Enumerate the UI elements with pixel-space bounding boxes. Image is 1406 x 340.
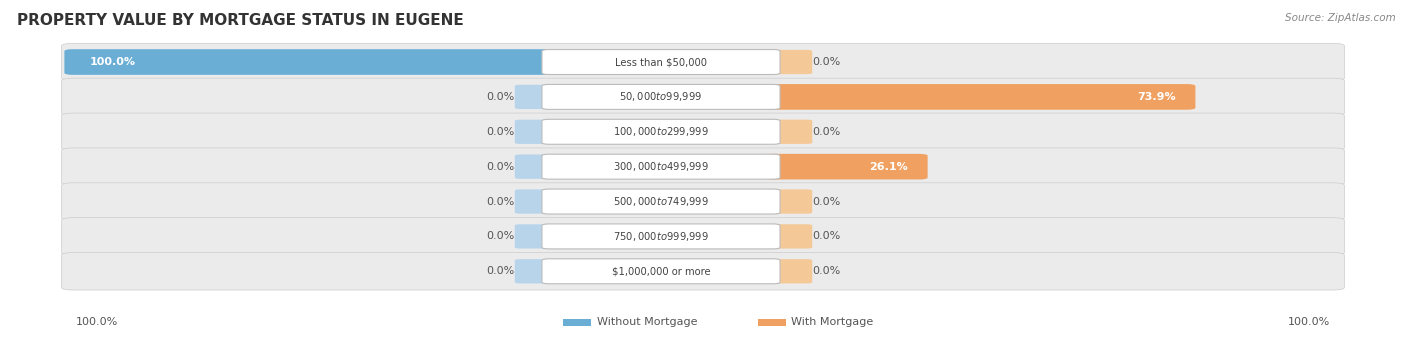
FancyBboxPatch shape [65,49,557,75]
FancyBboxPatch shape [768,189,813,214]
Text: 26.1%: 26.1% [869,162,908,172]
FancyBboxPatch shape [765,154,928,180]
FancyBboxPatch shape [768,120,813,144]
Text: 0.0%: 0.0% [813,266,841,276]
FancyBboxPatch shape [62,218,1344,255]
Text: 0.0%: 0.0% [486,92,515,102]
FancyBboxPatch shape [768,50,813,74]
Text: $500,000 to $749,999: $500,000 to $749,999 [613,195,709,208]
Text: 100.0%: 100.0% [90,57,135,67]
FancyBboxPatch shape [541,259,780,284]
FancyBboxPatch shape [758,319,786,325]
Text: Source: ZipAtlas.com: Source: ZipAtlas.com [1285,13,1396,23]
FancyBboxPatch shape [541,224,780,249]
Text: $750,000 to $999,999: $750,000 to $999,999 [613,230,709,243]
Text: 100.0%: 100.0% [76,317,118,327]
Text: Less than $50,000: Less than $50,000 [614,57,707,67]
Text: With Mortgage: With Mortgage [792,317,873,327]
FancyBboxPatch shape [62,253,1344,290]
Text: Without Mortgage: Without Mortgage [596,317,697,327]
FancyBboxPatch shape [765,84,1195,110]
FancyBboxPatch shape [541,50,780,74]
Text: 0.0%: 0.0% [813,127,841,137]
Text: $50,000 to $99,999: $50,000 to $99,999 [620,90,703,103]
FancyBboxPatch shape [62,113,1344,151]
Text: $1,000,000 or more: $1,000,000 or more [612,266,710,276]
FancyBboxPatch shape [515,154,554,179]
FancyBboxPatch shape [515,85,554,109]
FancyBboxPatch shape [541,189,780,214]
FancyBboxPatch shape [541,119,780,144]
Text: 0.0%: 0.0% [486,232,515,241]
FancyBboxPatch shape [62,148,1344,185]
Text: PROPERTY VALUE BY MORTGAGE STATUS IN EUGENE: PROPERTY VALUE BY MORTGAGE STATUS IN EUG… [17,13,464,28]
Text: 100.0%: 100.0% [1288,317,1330,327]
FancyBboxPatch shape [62,183,1344,220]
Text: $100,000 to $299,999: $100,000 to $299,999 [613,125,709,138]
Text: 0.0%: 0.0% [486,266,515,276]
FancyBboxPatch shape [562,319,591,325]
Text: 0.0%: 0.0% [813,232,841,241]
Text: 73.9%: 73.9% [1137,92,1175,102]
FancyBboxPatch shape [768,259,813,284]
FancyBboxPatch shape [541,84,780,109]
FancyBboxPatch shape [62,43,1344,81]
Text: 0.0%: 0.0% [486,127,515,137]
FancyBboxPatch shape [541,154,780,179]
Text: 0.0%: 0.0% [813,57,841,67]
Text: $300,000 to $499,999: $300,000 to $499,999 [613,160,709,173]
FancyBboxPatch shape [515,259,554,284]
FancyBboxPatch shape [768,224,813,249]
FancyBboxPatch shape [515,224,554,249]
Text: 0.0%: 0.0% [486,197,515,206]
Text: 0.0%: 0.0% [486,162,515,172]
Text: 0.0%: 0.0% [813,197,841,206]
FancyBboxPatch shape [515,120,554,144]
FancyBboxPatch shape [62,78,1344,116]
FancyBboxPatch shape [515,189,554,214]
